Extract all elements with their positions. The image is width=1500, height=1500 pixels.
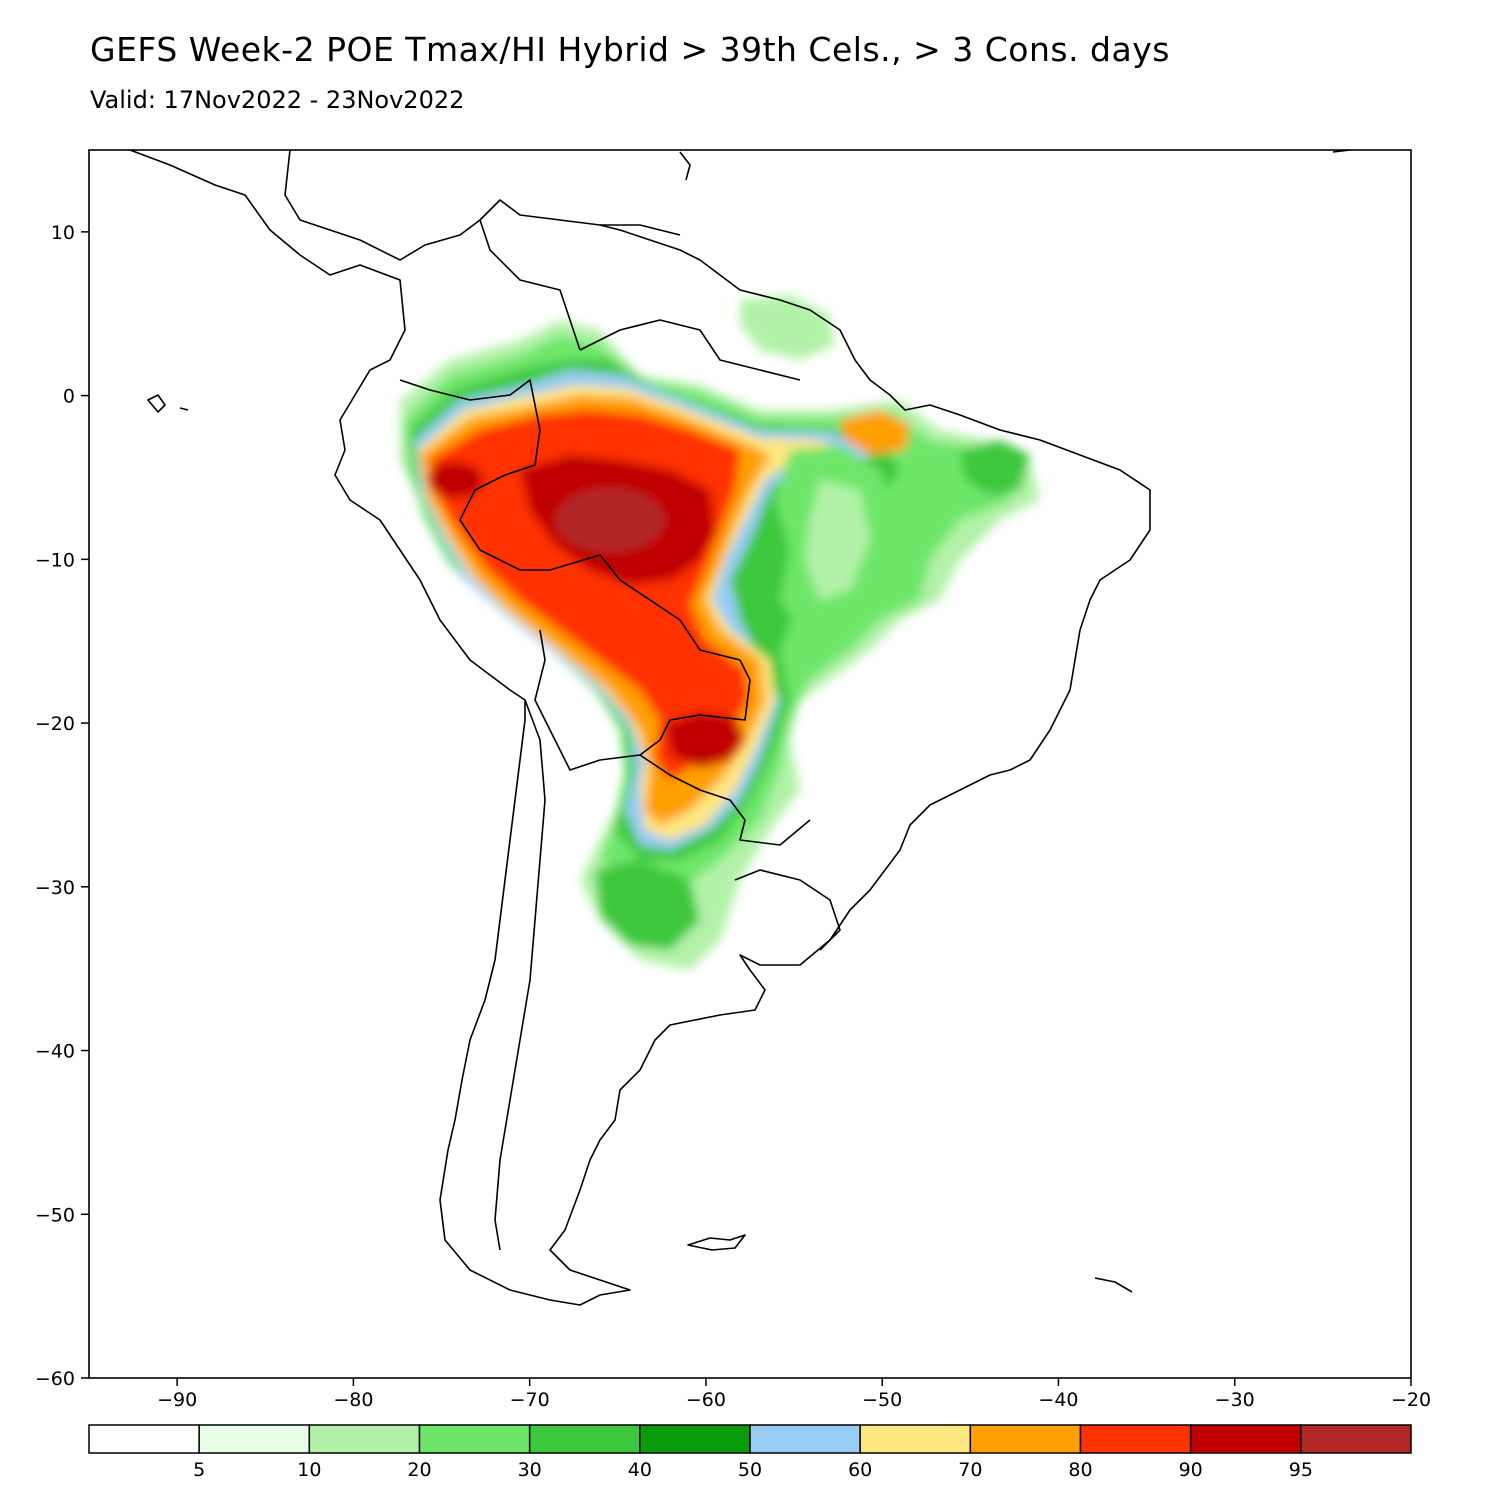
field-level-90-west xyxy=(427,462,483,498)
valid-period: Valid: 17Nov2022 - 23Nov2022 xyxy=(90,86,465,114)
y-tick-label: −50 xyxy=(35,1204,75,1226)
y-tick-label: −10 xyxy=(35,549,75,571)
colorbar-swatch xyxy=(418,1424,531,1454)
field-level-90-paraguay xyxy=(665,712,745,768)
colorbar-label: 5 xyxy=(193,1459,205,1481)
x-tick-label: −40 xyxy=(1038,1389,1078,1411)
x-tick-label: −70 xyxy=(510,1389,550,1411)
galapagos xyxy=(147,394,189,413)
colorbar-label: 10 xyxy=(297,1459,321,1481)
border-peru-brazil xyxy=(399,379,741,661)
field-guiana-patch xyxy=(740,295,835,360)
y-axis: 10 0 −10 −20 −30 −40 −50 −60 xyxy=(35,222,89,1390)
colorbar-swatch xyxy=(528,1424,641,1454)
y-tick-label: 0 xyxy=(63,386,75,408)
colorbar-label: 70 xyxy=(958,1459,982,1481)
falklands xyxy=(687,1234,746,1251)
x-tick-label: −20 xyxy=(1391,1389,1431,1411)
colorbar-label: 50 xyxy=(738,1459,762,1481)
colorbar-swatch xyxy=(639,1424,751,1454)
colorbar-swatch xyxy=(1300,1424,1412,1454)
south-america-outline xyxy=(379,224,1151,1306)
y-tick-label: −60 xyxy=(35,1368,75,1390)
x-tick-label: −60 xyxy=(686,1389,726,1411)
central-america-coast xyxy=(129,150,406,521)
field-amapa-patch xyxy=(840,410,910,455)
colorbar-swatch xyxy=(88,1424,200,1454)
probability-field xyxy=(400,295,1040,970)
y-tick-label: −40 xyxy=(35,1041,75,1063)
border-paraguay xyxy=(639,754,811,846)
field-nordeste-patch xyxy=(960,440,1030,495)
colorbar-swatch xyxy=(1079,1424,1192,1454)
x-tick-label: −30 xyxy=(1215,1389,1255,1411)
x-tick-label: −80 xyxy=(333,1389,373,1411)
border-colombia-venezuela xyxy=(479,219,581,351)
colorbar-swatch xyxy=(969,1424,1082,1454)
colorbar-swatch xyxy=(308,1424,421,1454)
colorbar-label: 90 xyxy=(1179,1459,1203,1481)
border-uruguay xyxy=(734,869,841,951)
x-tick-label: −90 xyxy=(157,1389,197,1411)
caribbean-islands xyxy=(679,150,1351,181)
chart-title: GEFS Week-2 POE Tmax/HI Hybrid > 39th Ce… xyxy=(90,30,1170,69)
colorbar-label: 80 xyxy=(1068,1459,1092,1481)
border-amazon-north xyxy=(579,319,801,381)
border-argentina-chile xyxy=(494,699,546,1251)
field-central-brazil-inner xyxy=(805,480,870,600)
y-tick-label: −30 xyxy=(35,877,75,899)
colorbar-swatch xyxy=(1189,1424,1302,1454)
plot-frame xyxy=(88,149,1412,1379)
coastlines-and-borders xyxy=(129,150,1351,1306)
field-level-95 xyxy=(555,488,665,552)
colorbar-label: 95 xyxy=(1289,1459,1313,1481)
x-tick-label: −50 xyxy=(862,1389,902,1411)
colorbar-swatch xyxy=(749,1424,861,1454)
south-georgia xyxy=(1094,1277,1133,1293)
colorbar-label: 30 xyxy=(518,1459,542,1481)
x-axis: −90 −80 −70 −60 −50 −40 −30 −20 xyxy=(157,1378,1431,1411)
colorbar: 5 10 20 30 40 50 60 70 80 90 95 xyxy=(88,1424,1412,1481)
colorbar-swatch xyxy=(198,1424,311,1454)
y-tick-label: 10 xyxy=(51,222,75,244)
colorbar-swatch xyxy=(859,1424,972,1454)
field-pampas-patch xyxy=(595,860,700,950)
central-america-north-coast xyxy=(284,150,681,261)
colorbar-label: 40 xyxy=(628,1459,652,1481)
colorbar-label: 60 xyxy=(848,1459,872,1481)
y-tick-label: −20 xyxy=(35,713,75,735)
colorbar-label: 20 xyxy=(407,1459,431,1481)
